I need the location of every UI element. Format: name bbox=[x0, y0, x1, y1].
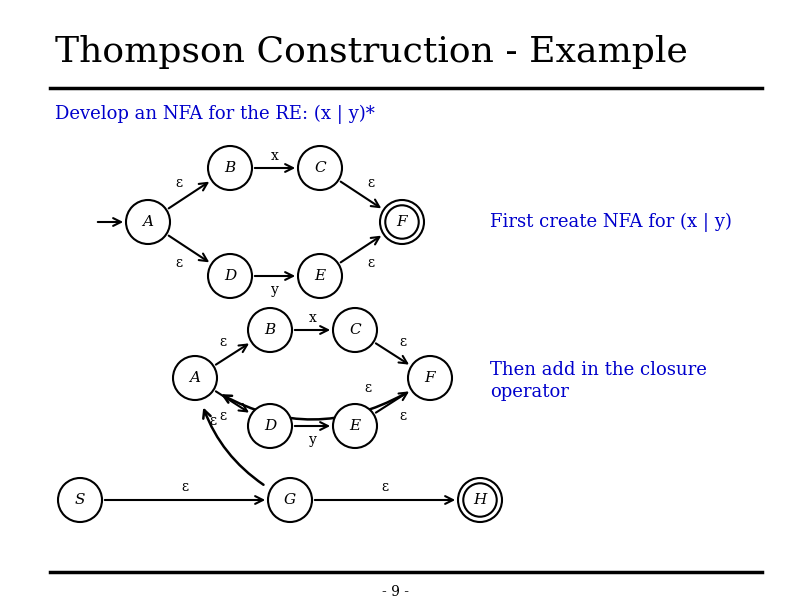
Circle shape bbox=[458, 478, 502, 522]
Circle shape bbox=[298, 146, 342, 190]
Text: ε: ε bbox=[399, 409, 406, 423]
Text: D: D bbox=[224, 269, 236, 283]
Circle shape bbox=[126, 200, 170, 244]
Text: ε: ε bbox=[367, 176, 375, 190]
Circle shape bbox=[333, 404, 377, 448]
Text: - 9 -: - 9 - bbox=[383, 585, 409, 599]
Circle shape bbox=[248, 404, 292, 448]
Text: ε: ε bbox=[382, 480, 389, 494]
Circle shape bbox=[173, 356, 217, 400]
Text: C: C bbox=[314, 161, 326, 175]
Text: G: G bbox=[284, 493, 296, 507]
Circle shape bbox=[58, 478, 102, 522]
Text: operator: operator bbox=[490, 383, 569, 401]
Text: D: D bbox=[264, 419, 276, 433]
Text: ε: ε bbox=[176, 176, 183, 190]
Text: C: C bbox=[349, 323, 361, 337]
Text: y: y bbox=[309, 433, 317, 447]
Text: ε: ε bbox=[364, 381, 371, 395]
Text: A: A bbox=[143, 215, 154, 229]
Circle shape bbox=[208, 254, 252, 298]
Text: S: S bbox=[74, 493, 86, 507]
Text: x: x bbox=[309, 311, 317, 325]
Circle shape bbox=[298, 254, 342, 298]
Text: B: B bbox=[224, 161, 236, 175]
Text: ε: ε bbox=[399, 335, 406, 349]
Circle shape bbox=[380, 200, 424, 244]
Text: E: E bbox=[314, 269, 326, 283]
Text: B: B bbox=[265, 323, 276, 337]
Circle shape bbox=[248, 308, 292, 352]
Text: ε: ε bbox=[176, 256, 183, 270]
Circle shape bbox=[268, 478, 312, 522]
FancyArrowPatch shape bbox=[204, 410, 264, 485]
Text: ε: ε bbox=[219, 409, 226, 423]
Text: E: E bbox=[349, 419, 360, 433]
Text: Thompson Construction - Example: Thompson Construction - Example bbox=[55, 35, 688, 69]
Text: ε: ε bbox=[367, 256, 375, 270]
Text: ε: ε bbox=[209, 414, 216, 428]
Text: y: y bbox=[271, 283, 279, 297]
Circle shape bbox=[333, 308, 377, 352]
Text: ε: ε bbox=[219, 335, 226, 349]
FancyArrowPatch shape bbox=[223, 394, 404, 419]
Text: x: x bbox=[271, 149, 279, 163]
Text: H: H bbox=[474, 493, 486, 507]
Text: A: A bbox=[189, 371, 200, 385]
Text: F: F bbox=[397, 215, 407, 229]
Text: Develop an NFA for the RE: (x | y)*: Develop an NFA for the RE: (x | y)* bbox=[55, 105, 375, 124]
Text: Then add in the closure: Then add in the closure bbox=[490, 361, 707, 379]
Circle shape bbox=[408, 356, 452, 400]
Text: F: F bbox=[425, 371, 436, 385]
Text: ε: ε bbox=[181, 480, 188, 494]
Circle shape bbox=[208, 146, 252, 190]
Text: First create NFA for (x | y): First create NFA for (x | y) bbox=[490, 212, 732, 231]
